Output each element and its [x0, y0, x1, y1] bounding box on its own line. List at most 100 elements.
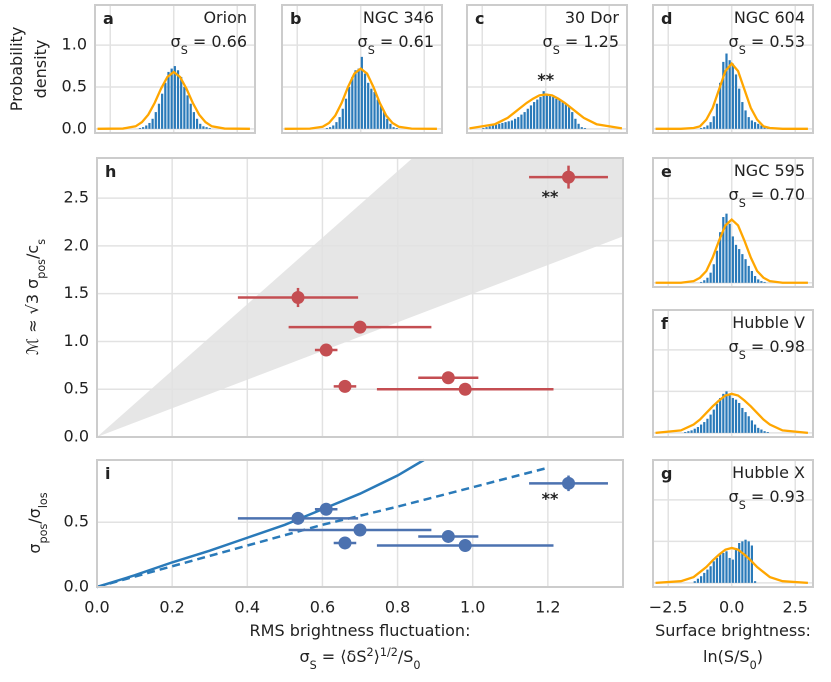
histogram-bar	[750, 545, 753, 583]
panel-title: 30 Dor	[565, 8, 620, 27]
histogram-bar	[725, 551, 728, 583]
histogram-bar	[734, 399, 738, 433]
y-tick-label: 0.5	[64, 379, 89, 398]
y-axis-label-part: σ	[25, 543, 44, 553]
histogram-bar	[332, 125, 335, 129]
histogram-bar	[734, 547, 738, 583]
stat-label: σS = 0.70	[729, 185, 805, 210]
histogram-bar	[712, 264, 715, 283]
y-axis-label-part: /σ	[25, 508, 44, 524]
histogram-bar	[542, 91, 545, 129]
histogram-bar	[539, 97, 542, 129]
panel-letter: a	[103, 9, 114, 28]
panel-title: NGC 346	[363, 8, 434, 27]
histogram-bar	[520, 114, 523, 129]
y-axis-label-part: s	[35, 239, 48, 245]
histogram-bar	[567, 107, 571, 129]
data-point	[338, 536, 352, 550]
histogram-bar	[485, 127, 488, 129]
y-axis-label-part: pos	[35, 259, 48, 279]
histogram-bar	[722, 217, 725, 283]
y-tick-label: 2.5	[64, 188, 89, 207]
y-axis-label-part: Probability	[7, 27, 26, 112]
x-axis-label: σS = ⟨δS2⟩1/2/S0	[299, 646, 420, 672]
data-point	[319, 502, 333, 516]
histogram-bar	[555, 98, 558, 129]
histogram-bar	[195, 118, 199, 129]
annotation: **	[542, 187, 559, 206]
histogram-bar	[712, 409, 715, 433]
y-tick-label: 0.0	[62, 118, 87, 137]
histogram-bar	[583, 127, 587, 129]
histogram-bar	[202, 126, 205, 129]
histogram-bar	[561, 101, 564, 129]
data-point	[319, 343, 333, 357]
data-point	[441, 529, 455, 543]
fit-curve	[284, 67, 437, 130]
histogram-bar	[715, 250, 719, 283]
histogram-bar	[766, 432, 769, 433]
histogram-bar	[763, 281, 766, 283]
histogram-bar	[744, 539, 747, 583]
histogram-bar	[580, 127, 583, 129]
histogram-bar	[382, 112, 386, 129]
panel-letter: g	[661, 464, 672, 483]
x-axis-label-part: σ	[299, 647, 309, 666]
panel-title: Hubble X	[732, 463, 805, 482]
stat-label: σS = 0.98	[729, 337, 805, 362]
panel-frame	[466, 4, 628, 134]
histogram-bar	[699, 281, 703, 283]
panel-frame	[652, 459, 814, 588]
stat-label-part: σ	[171, 32, 181, 51]
histogram-bar	[719, 397, 722, 433]
x-axis-label-part: 2	[366, 646, 373, 659]
histogram-bar	[161, 93, 164, 129]
histogram-bar	[699, 424, 703, 433]
x-tick-label: 0.0	[84, 598, 109, 617]
histogram-bar	[722, 393, 725, 433]
x-axis-label: ln(S/S0)	[703, 647, 763, 672]
histogram-bar	[699, 576, 703, 583]
histogram-bar	[712, 561, 715, 583]
histogram-bar	[744, 110, 747, 129]
histogram-bar	[577, 123, 580, 129]
stat-label-part: = 0.70	[746, 185, 805, 204]
stat-label-part: S	[181, 44, 188, 57]
histogram-bar	[558, 99, 561, 129]
histogram-bar	[513, 118, 517, 129]
data-point	[458, 539, 472, 553]
histogram-bar	[205, 127, 208, 129]
y-tick-label: 1.0	[64, 331, 89, 350]
histogram-bar	[392, 127, 395, 129]
y-tick-label: 0.0	[64, 427, 89, 446]
histogram-bar	[488, 126, 491, 129]
stat-label-part: = 1.25	[560, 32, 619, 51]
histogram-bar	[709, 122, 712, 129]
histogram-bar	[526, 108, 529, 129]
stat-label-part: σ	[358, 32, 368, 51]
panel-letter: d	[661, 9, 672, 28]
data-point	[441, 371, 455, 385]
histogram-bar	[744, 412, 747, 433]
histogram-bar	[354, 70, 357, 129]
histogram-bar	[728, 557, 731, 583]
histogram-bar	[725, 391, 728, 433]
x-tick-label: 1.2	[535, 598, 560, 617]
histogram-bar	[183, 86, 186, 129]
panel-title: NGC 604	[734, 8, 805, 27]
fit-curve	[469, 93, 623, 130]
stat-label-part: S	[368, 44, 375, 57]
histogram-bar	[684, 432, 687, 433]
histogram-bar	[741, 254, 744, 283]
histogram-bar	[523, 112, 526, 129]
panel-letter: h	[105, 162, 116, 181]
shaded-region	[97, 158, 623, 437]
histogram-bar	[507, 121, 510, 129]
histogram-bar	[325, 127, 329, 129]
histogram-bar	[725, 213, 728, 283]
histogram-bar	[510, 120, 514, 129]
histogram-bar	[706, 418, 709, 433]
y-axis-label-part: pos	[37, 524, 50, 544]
histogram-bar	[482, 127, 485, 129]
